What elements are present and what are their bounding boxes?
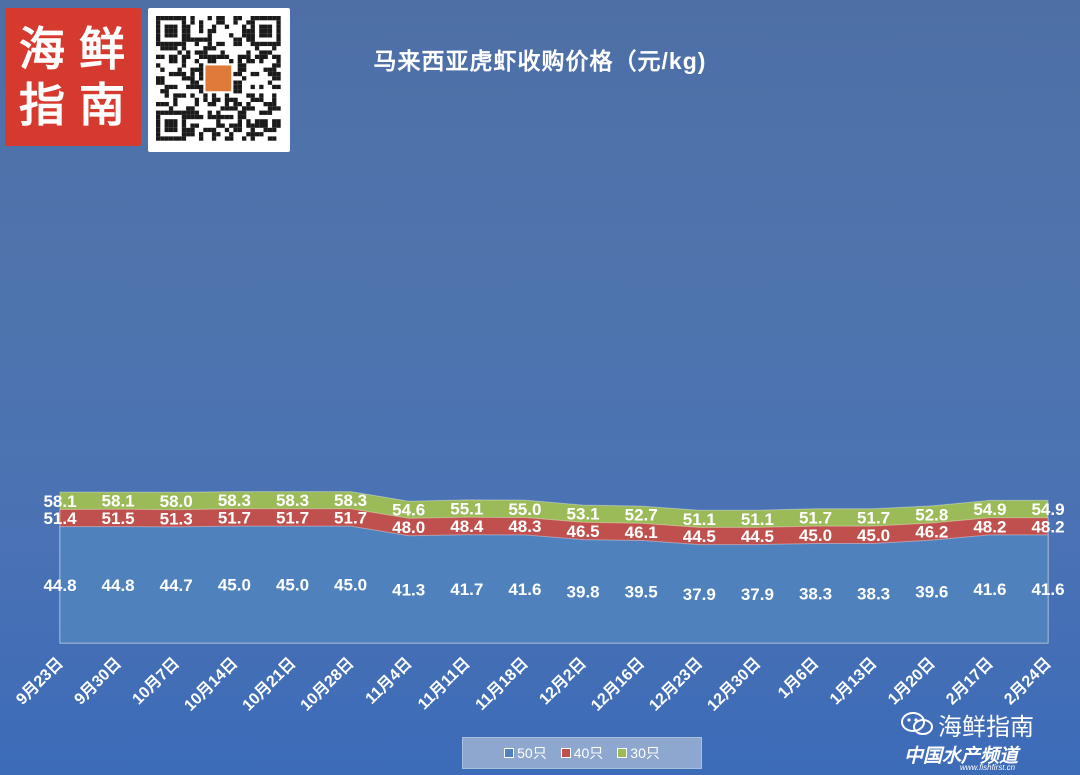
data-label: 48.2 (1031, 517, 1064, 536)
data-label: 45.0 (276, 576, 309, 595)
legend-swatch-40 (560, 748, 571, 758)
data-label: 39.8 (567, 582, 600, 601)
data-label: 48.4 (450, 517, 484, 536)
data-label: 44.8 (43, 576, 76, 595)
data-label: 48.2 (973, 517, 1006, 536)
data-label: 38.3 (857, 584, 890, 603)
data-label: 45.0 (799, 526, 832, 545)
x-tick-label: 12月16日 (587, 654, 648, 715)
data-label: 41.6 (973, 580, 1006, 599)
x-tick-label: 11月11日 (414, 654, 473, 713)
watermark-subtitle: 中国水产频道 (904, 745, 1019, 767)
logo-glyph: 指 (19, 78, 65, 132)
data-label: 58.3 (218, 491, 251, 510)
legend-swatch-50 (504, 748, 515, 758)
data-label: 45.0 (334, 576, 367, 595)
x-tick-label: 11月4日 (362, 654, 416, 708)
x-tick-label: 1月6日 (774, 654, 822, 702)
data-label: 58.3 (334, 491, 367, 510)
data-label: 51.1 (683, 510, 716, 529)
data-label: 41.3 (392, 580, 425, 599)
data-label: 37.9 (683, 585, 716, 604)
chart-legend: 50只 40只 30只 (462, 737, 702, 769)
brand-logo: 海 鲜 指 南 (5, 8, 141, 146)
data-label: 52.8 (915, 505, 948, 524)
data-label: 58.3 (276, 491, 309, 510)
data-label: 46.5 (567, 522, 600, 541)
x-tick-label: 10月14日 (181, 654, 242, 715)
data-label: 58.0 (160, 492, 193, 511)
qr-code-pattern (156, 16, 281, 141)
data-label: 51.7 (276, 508, 309, 527)
data-label: 44.5 (741, 527, 774, 546)
data-label: 55.0 (508, 500, 541, 519)
data-label: 51.7 (799, 508, 832, 527)
x-tick-label: 1月13日 (826, 654, 880, 708)
legend-item: 40只 (560, 743, 604, 763)
x-tick-label: 10月21日 (239, 654, 300, 715)
data-label: 52.7 (625, 506, 658, 525)
x-tick-label: 2月24日 (1001, 654, 1055, 708)
x-tick-label: 12月23日 (646, 654, 707, 715)
data-label: 44.5 (683, 527, 716, 546)
data-label: 51.4 (43, 509, 77, 528)
data-label: 51.1 (741, 510, 774, 529)
data-label: 46.2 (915, 523, 948, 542)
logo-glyph: 南 (79, 78, 125, 132)
data-label: 58.1 (43, 492, 76, 511)
chart-title: 马来西亚虎虾收购价格（元/kg) (373, 48, 707, 74)
data-label: 38.3 (799, 584, 832, 603)
data-label: 51.7 (857, 508, 890, 527)
data-label: 54.9 (1031, 500, 1064, 519)
data-label: 55.1 (450, 500, 483, 519)
data-label: 44.8 (102, 576, 135, 595)
data-label: 48.3 (508, 517, 541, 536)
data-label: 54.9 (973, 500, 1006, 519)
data-label: 45.0 (857, 526, 890, 545)
legend-label: 50只 (517, 745, 547, 761)
x-tick-label: 2月17日 (942, 654, 996, 708)
legend-item: 30只 (617, 743, 660, 763)
area-series-0 (59, 525, 1049, 644)
watermark: 海鲜指南 中国水产频道 www.fishfirst.cn (900, 705, 1078, 773)
data-label: 51.7 (218, 508, 251, 527)
data-label: 39.6 (915, 583, 948, 602)
data-label: 39.5 (625, 583, 658, 602)
watermark-name: 海鲜指南 (938, 713, 1034, 741)
watermark-url: www.fishfirst.cn (960, 763, 1016, 772)
legend-item: 50只 (504, 743, 547, 763)
data-label: 45.0 (218, 576, 251, 595)
legend-label: 40只 (573, 745, 604, 761)
data-label: 41.7 (450, 580, 483, 599)
data-label: 53.1 (567, 505, 600, 524)
x-tick-label: 1月20日 (884, 654, 938, 708)
data-label: 58.1 (102, 492, 135, 511)
data-label: 41.6 (1031, 580, 1064, 599)
wechat-icon (901, 712, 933, 735)
qr-code (148, 8, 290, 152)
x-tick-label: 10月7日 (129, 654, 183, 708)
data-label: 37.9 (741, 585, 774, 604)
x-tick-label: 9月30日 (71, 654, 125, 708)
x-tick-label: 9月23日 (13, 654, 67, 708)
logo-glyph: 鲜 (79, 22, 125, 76)
data-label: 54.6 (392, 501, 425, 520)
data-label: 51.5 (102, 509, 135, 528)
legend-label: 30只 (630, 745, 660, 761)
data-label: 48.0 (392, 518, 425, 537)
x-tick-label: 12月2日 (536, 654, 590, 708)
logo-glyph: 海 (19, 22, 65, 76)
data-label: 41.6 (508, 580, 541, 599)
data-label: 51.7 (334, 508, 367, 527)
x-tick-label: 10月28日 (297, 654, 358, 715)
x-tick-label: 12月30日 (704, 654, 765, 715)
data-label: 46.1 (625, 523, 658, 542)
x-tick-label: 11月18日 (472, 654, 532, 714)
legend-swatch-30 (617, 748, 628, 758)
data-label: 44.7 (160, 576, 193, 595)
data-label: 51.3 (160, 509, 193, 528)
